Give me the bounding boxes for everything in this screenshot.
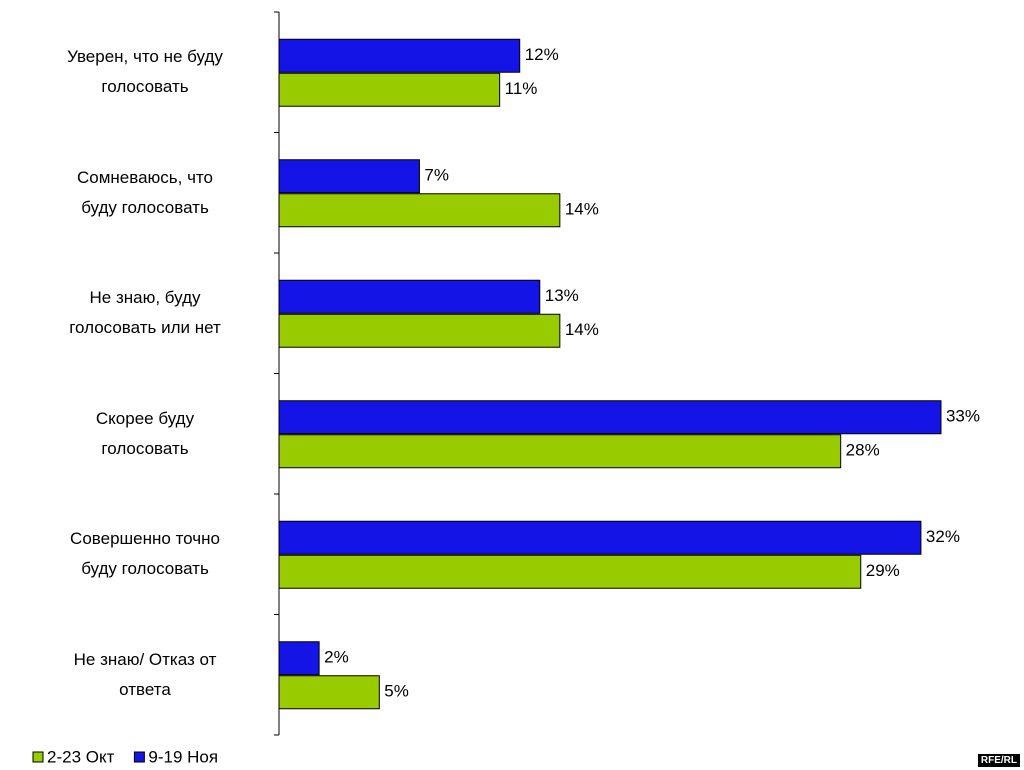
legend-label: 2-23 Окт — [47, 747, 115, 766]
bar — [278, 72, 501, 107]
category-label: Совершенно точно буду голосовать — [70, 529, 220, 579]
legend-label: 9-19 Ноя — [148, 747, 218, 766]
category-label: Не знаю, буду голосовать или нет — [69, 288, 221, 338]
value-label: 29% — [866, 561, 900, 580]
bar — [278, 159, 420, 194]
value-label: 2% — [324, 648, 349, 667]
bar — [278, 554, 862, 589]
value-label: 7% — [424, 166, 449, 185]
bar — [278, 400, 942, 435]
legend-swatch — [32, 751, 44, 763]
bar — [278, 434, 842, 469]
value-label: 5% — [384, 682, 409, 701]
bar — [278, 38, 521, 73]
category-label: Уверен, что не буду голосовать — [67, 47, 223, 97]
bar — [278, 193, 561, 228]
value-label: 14% — [565, 200, 599, 219]
category-label: Скорее буду голосовать — [95, 408, 195, 458]
value-label: 33% — [946, 407, 980, 426]
bar — [278, 313, 561, 348]
category-label: Не знаю/ Отказ от ответа — [73, 649, 217, 699]
bar — [278, 279, 541, 314]
legend-swatch — [133, 751, 145, 763]
value-label: 13% — [545, 286, 579, 305]
bar — [278, 641, 320, 676]
value-label: 14% — [565, 320, 599, 339]
value-label: 11% — [505, 79, 538, 98]
value-label: 32% — [926, 527, 960, 546]
value-label: 28% — [846, 441, 880, 460]
source: RFE/RL — [977, 754, 1020, 767]
bar — [278, 675, 380, 710]
category-label: Сомневаюсь, что буду голосовать — [76, 167, 214, 217]
value-label: 12% — [525, 45, 559, 64]
bar — [278, 520, 922, 555]
